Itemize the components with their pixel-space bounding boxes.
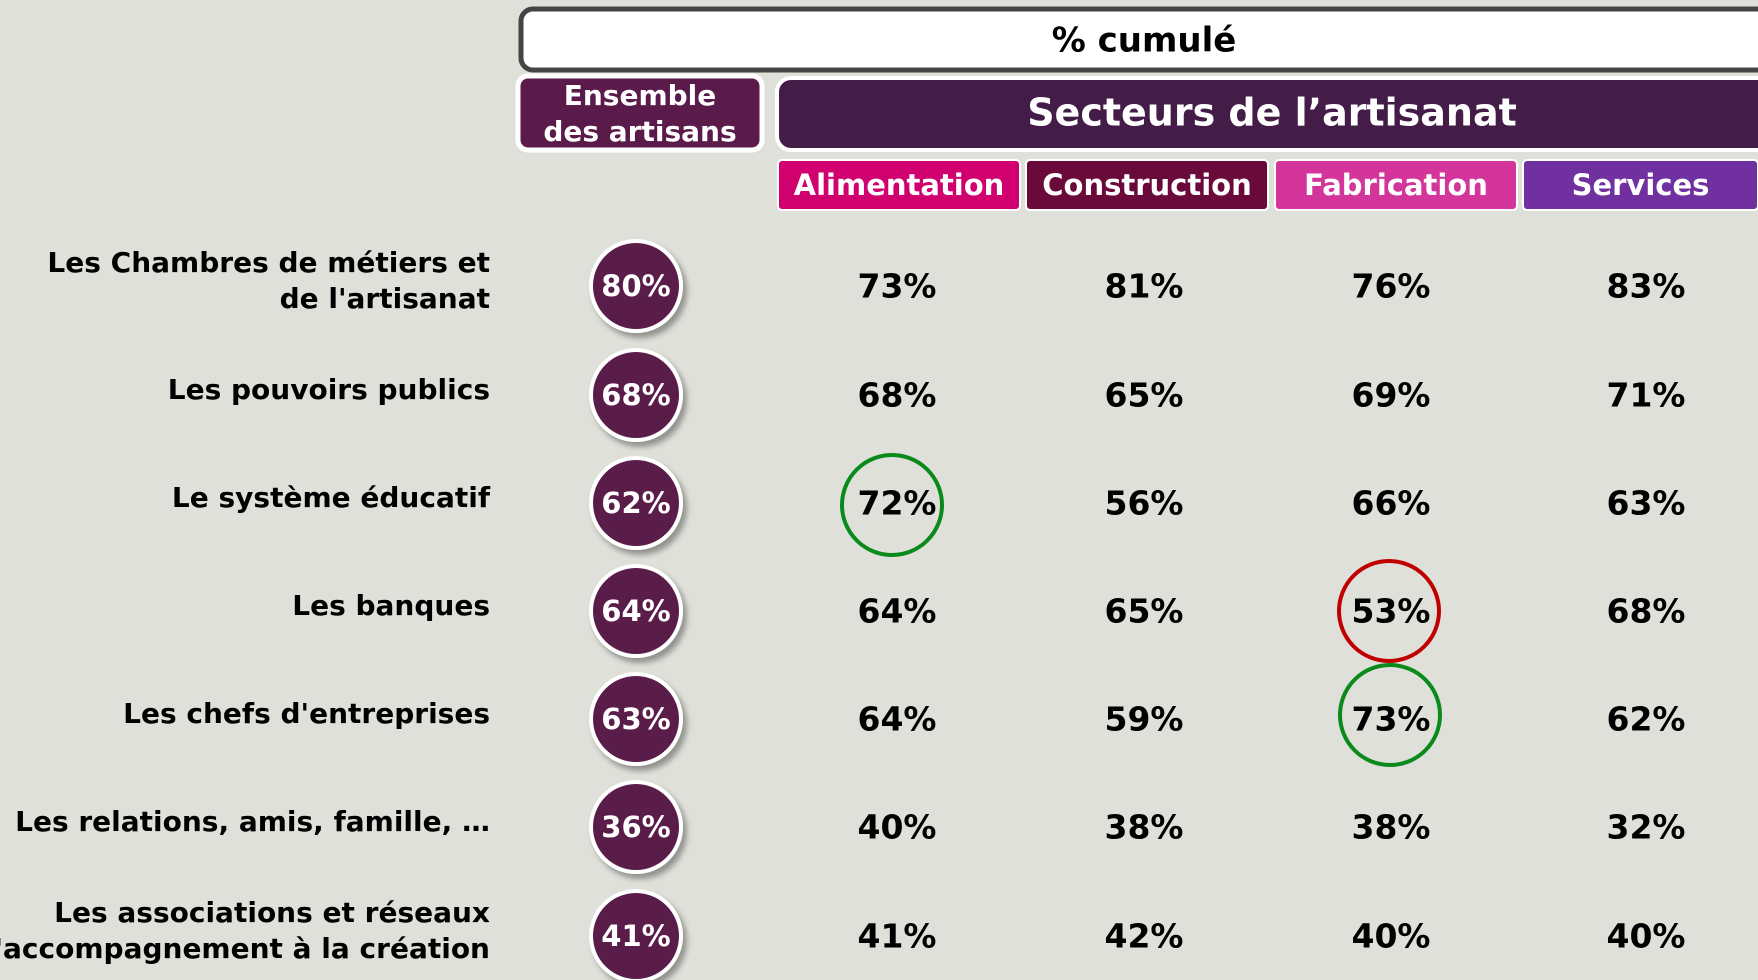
overall-badge <box>589 564 683 658</box>
overall-value: 63% <box>601 702 670 736</box>
column-header: Construction <box>1042 168 1252 202</box>
row-label: Les associations et réseaux <box>54 896 490 929</box>
cell-value: 38% <box>1105 808 1184 847</box>
highlight <box>840 453 944 557</box>
title-box <box>518 6 1758 73</box>
overall-header: Ensemble <box>564 79 717 112</box>
overall-value: 68% <box>601 378 670 412</box>
overall-value: 62% <box>601 486 670 520</box>
overall-value: 36% <box>601 810 670 844</box>
cell-value: 68% <box>858 376 937 415</box>
column-header-box <box>1274 159 1518 211</box>
overall-badge <box>589 780 683 874</box>
row-label: de l'artisanat <box>280 282 490 315</box>
column-header-box <box>1025 159 1269 211</box>
cell-value: 40% <box>1352 917 1431 956</box>
overall-value: 64% <box>601 594 670 628</box>
overall-badge <box>589 672 683 766</box>
cell-value: 73% <box>858 267 937 306</box>
cell-value: 41% <box>858 917 937 956</box>
cell-value: 32% <box>1607 808 1686 847</box>
title: % cumulé <box>1052 21 1237 61</box>
overall-badge <box>589 889 683 980</box>
cell-value: 42% <box>1105 917 1184 956</box>
cell-value: 40% <box>858 808 937 847</box>
cell-value: 62% <box>1607 700 1686 739</box>
table: Alimentation Construction Fabrication Servi… <box>0 159 1758 980</box>
cell-value: 83% <box>1607 267 1686 306</box>
overall-badge <box>589 239 683 333</box>
overall-badge <box>589 456 683 550</box>
cell-value: 63% <box>1607 484 1686 523</box>
cell-value: 66% <box>1352 484 1431 523</box>
row-label: Les Chambres de métiers et <box>47 246 490 279</box>
cell-value: 38% <box>1352 808 1431 847</box>
overall-value: 41% <box>601 919 670 953</box>
row-label: d'accompagnement à la création <box>0 932 490 965</box>
cell-value: 69% <box>1352 376 1431 415</box>
overall-header: des artisans <box>543 115 736 148</box>
column-header: Services <box>1572 168 1710 202</box>
cell-value: 72% <box>858 484 937 523</box>
column-header: Fabrication <box>1304 168 1488 202</box>
row-label: Le système éducatif <box>172 481 491 514</box>
row-label: Les relations, amis, famille, … <box>15 805 490 838</box>
cell-value: 40% <box>1607 917 1686 956</box>
overall-value: 80% <box>601 269 670 303</box>
row-label: Les chefs d'entreprises <box>123 697 490 730</box>
column-header: Alimentation <box>794 168 1005 202</box>
cell-value: 65% <box>1105 592 1184 631</box>
cell-value: 65% <box>1105 376 1184 415</box>
sectors-header: Secteurs de l’artisanat <box>1027 91 1517 135</box>
row-label: Les pouvoirs publics <box>168 373 490 406</box>
cell-value: 64% <box>858 700 937 739</box>
overall-box <box>515 73 765 153</box>
column-header-box <box>1522 159 1758 211</box>
cell-value: 71% <box>1607 376 1686 415</box>
column-header-box <box>777 159 1021 211</box>
cell-value: 64% <box>858 592 937 631</box>
overall-badge <box>589 348 683 442</box>
highlight <box>1338 663 1442 767</box>
row-label: Les banques <box>292 589 490 622</box>
cell-value: 73% <box>1352 700 1431 739</box>
cell-value: 68% <box>1607 592 1686 631</box>
cell-value: 59% <box>1105 700 1184 739</box>
highlight <box>1337 559 1441 663</box>
cell-value: 56% <box>1105 484 1184 523</box>
cell-value: 76% <box>1352 267 1431 306</box>
cell-value: 53% <box>1352 592 1431 631</box>
sectors-box <box>775 76 1758 152</box>
cell-value: 81% <box>1105 267 1184 306</box>
